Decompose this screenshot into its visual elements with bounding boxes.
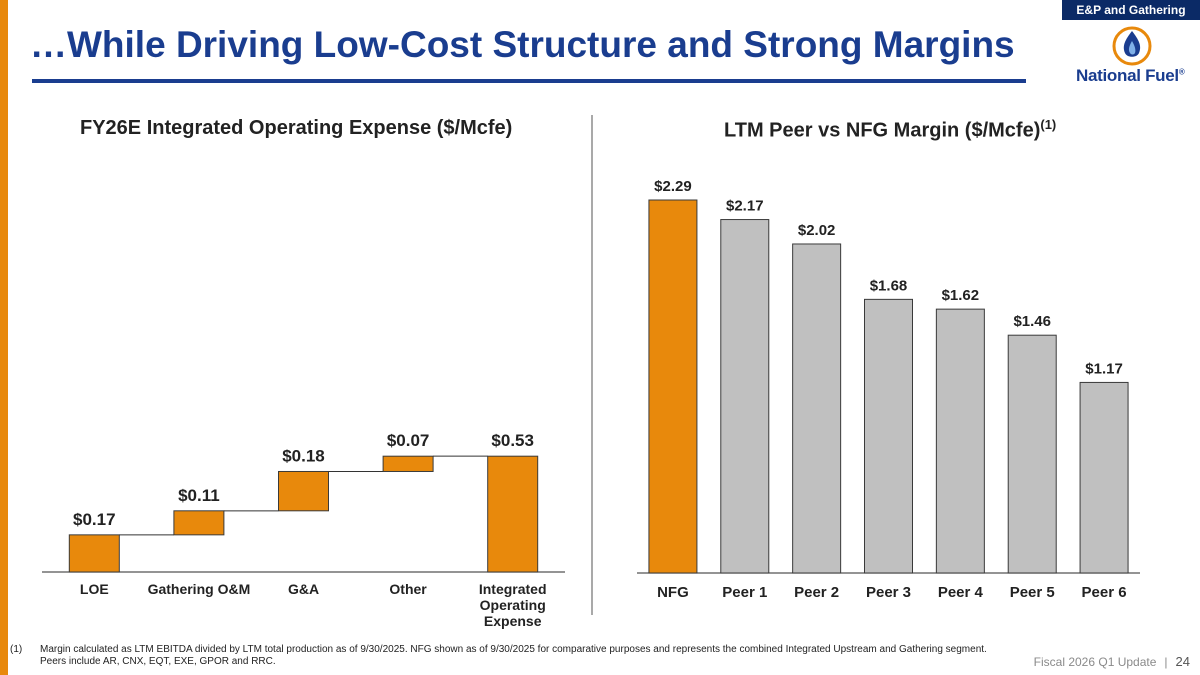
margin-category-label: Peer 2 (794, 584, 839, 601)
page-title: …While Driving Low-Cost Structure and St… (30, 24, 1015, 65)
right-chart-title: LTM Peer vs NFG Margin ($/Mcfe)(1) (724, 117, 1057, 142)
waterfall-bar-other (382, 455, 434, 472)
waterfall-category-label: Other (389, 581, 427, 597)
margin-category-label: Peer 1 (722, 584, 767, 601)
margin-category-label: Peer 6 (1082, 584, 1127, 601)
footer-separator: | (1164, 654, 1168, 669)
title-underline (32, 79, 1026, 83)
margin-category-label: Peer 3 (866, 584, 911, 601)
margin-bar-peer-3 (864, 298, 913, 574)
page-number: 24 (1175, 654, 1190, 669)
waterfall-value-label: $0.18 (282, 446, 325, 465)
logo-flame-inner-icon (1128, 41, 1136, 55)
national-fuel-logo-icon (1112, 26, 1152, 66)
margin-bar-peer-1 (720, 219, 770, 574)
margin-category-label: Peer 4 (938, 584, 984, 601)
left-chart-title: FY26E Integrated Operating Expense ($/Mc… (80, 117, 513, 139)
footnote-line-2: Peers include AR, CNX, EQT, EXE, GPOR an… (40, 656, 276, 667)
left-accent-bar (0, 0, 8, 675)
waterfall-category-label: Integrated (479, 581, 547, 597)
margin-value-label: $2.02 (798, 222, 836, 239)
margin-value-label: $1.17 (1085, 360, 1123, 377)
waterfall-bar-gathering-o-m (173, 510, 225, 536)
waterfall-category-label: G&A (288, 581, 319, 597)
margin-bar-peer-6 (1079, 381, 1129, 574)
margin-value-label: $2.29 (654, 178, 692, 195)
opex-waterfall-chart: $0.17 LOE $0.11 Gathering O&M $0.18 G&A $0.07 O… (42, 431, 565, 629)
peer-margin-chart: $2.29 NFG $2.17 Peer 1 $2.02 Peer 2 $1.68 Peer … (637, 178, 1140, 601)
waterfall-value-label: $0.11 (178, 486, 220, 505)
footnote-number: (1) (10, 644, 23, 655)
waterfall-category-label: Gathering O&M (148, 581, 251, 597)
logo-ring-icon (1112, 26, 1152, 66)
margin-bar-peer-2 (792, 243, 842, 574)
waterfall-bar-integrated-operating-expense (487, 455, 539, 573)
waterfall-category-label: Expense (484, 613, 542, 629)
margin-category-label: NFG (657, 584, 689, 601)
waterfall-value-label: $0.53 (491, 431, 534, 450)
footer: Fiscal 2026 Q1 Update | 24 (1034, 654, 1190, 669)
margin-bar-peer-5 (1007, 334, 1057, 574)
waterfall-bar-g-a (278, 470, 329, 512)
margin-value-label: $1.68 (870, 277, 908, 294)
margin-bar-nfg (648, 199, 698, 574)
margin-value-label: $2.17 (726, 198, 764, 215)
waterfall-value-label: $0.07 (387, 431, 430, 450)
margin-bar-peer-4 (935, 308, 985, 574)
margin-category-label: Peer 5 (1010, 584, 1055, 601)
waterfall-category-label: LOE (80, 581, 109, 597)
segment-badge: E&P and Gathering (1062, 0, 1200, 20)
margin-value-label: $1.46 (1013, 313, 1051, 330)
footnote-line-1: Margin calculated as LTM EBITDA divided … (40, 644, 987, 655)
waterfall-category-label: Operating (480, 597, 546, 613)
waterfall-value-label: $0.17 (73, 510, 116, 529)
waterfall-bar-loe (68, 534, 120, 573)
margin-value-label: $1.62 (942, 287, 980, 304)
logo-wordmark: National Fuel® (1076, 66, 1185, 85)
chart-divider (591, 115, 593, 615)
footer-deck-name: Fiscal 2026 Q1 Update (1033, 654, 1157, 669)
